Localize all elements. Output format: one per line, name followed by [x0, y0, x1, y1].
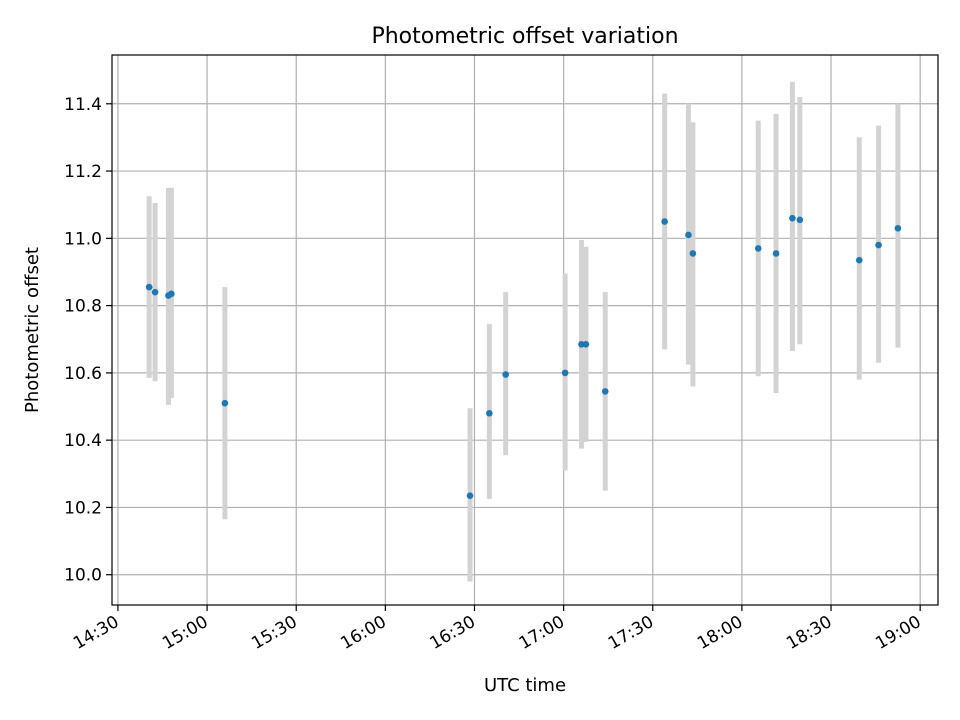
data-point — [855, 256, 863, 264]
y-tick-label: 10.4 — [64, 431, 102, 451]
data-point — [796, 216, 804, 224]
data-point — [466, 492, 474, 499]
chart-title: Photometric offset variation — [371, 24, 678, 49]
grid-lines — [112, 55, 938, 605]
data-point — [486, 409, 493, 417]
data-point — [689, 250, 697, 257]
y-tick-label: 10.8 — [64, 297, 102, 317]
data-point — [754, 245, 762, 252]
data-point — [151, 288, 159, 296]
data-point — [502, 371, 509, 378]
data-point — [894, 224, 902, 232]
y-tick-label: 11.2 — [64, 162, 102, 182]
data-point — [221, 399, 229, 407]
data-point — [601, 388, 609, 395]
data-points — [145, 214, 902, 499]
x-axis-label: UTC time — [484, 675, 566, 696]
data-point — [789, 214, 796, 222]
data-point — [661, 218, 668, 225]
y-tick-label: 11.0 — [64, 229, 102, 249]
y-tick-label: 10.0 — [64, 566, 102, 586]
data-point — [168, 290, 175, 298]
data-point — [145, 283, 153, 291]
y-tick-label: 10.2 — [64, 498, 102, 518]
y-tick-label: 11.4 — [64, 95, 102, 115]
plot-frame — [111, 54, 939, 606]
data-point — [772, 250, 780, 257]
data-point — [561, 369, 569, 377]
data-point — [685, 231, 692, 239]
y-tick-label: 10.6 — [64, 364, 102, 384]
data-point — [582, 340, 590, 348]
data-point — [875, 241, 882, 249]
y-axis-label: Photometric offset — [22, 247, 43, 413]
